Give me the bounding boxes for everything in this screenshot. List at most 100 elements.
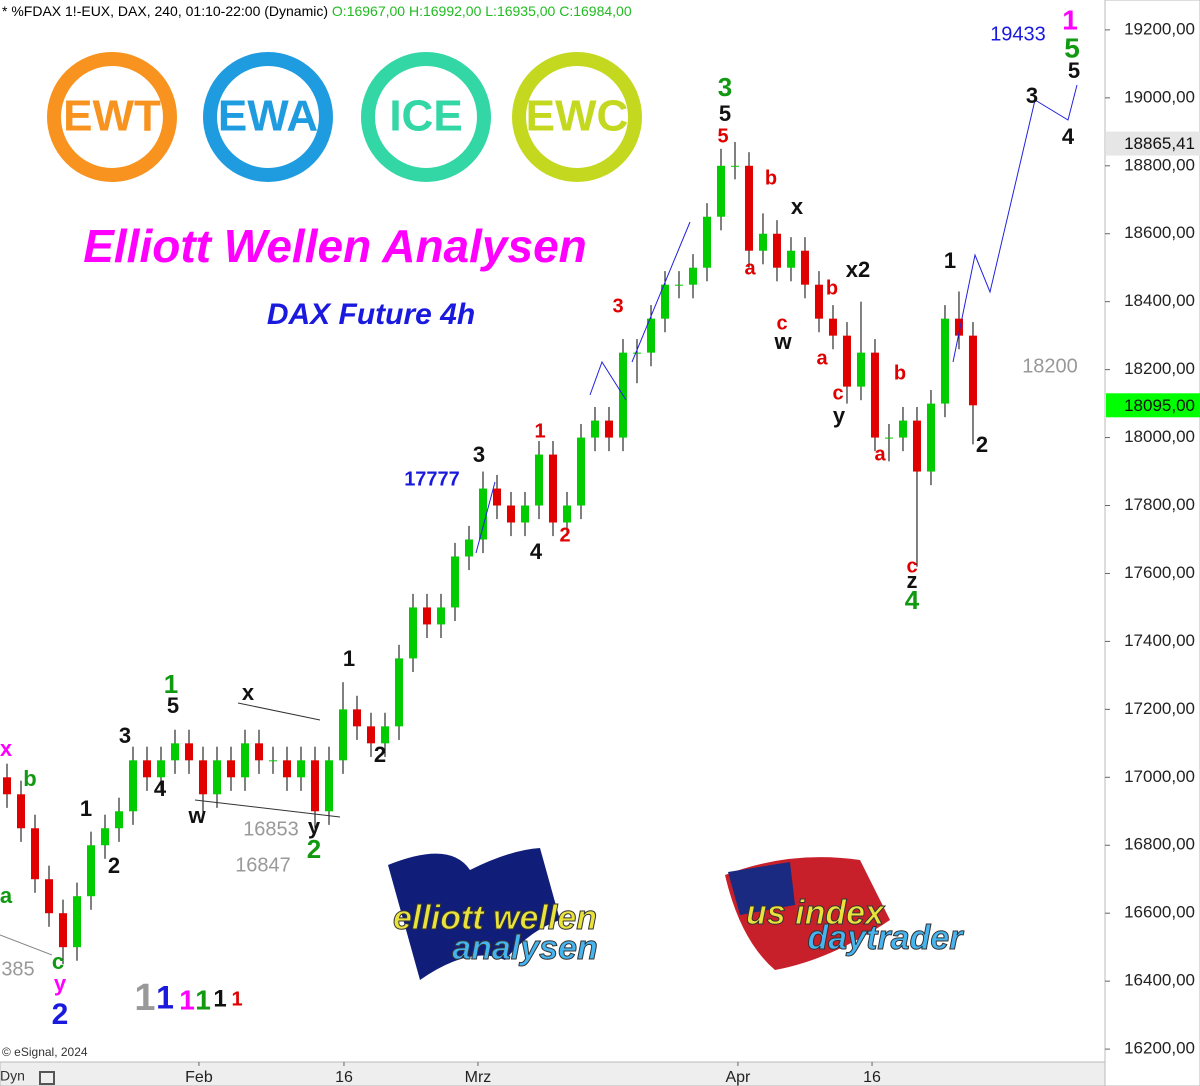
wave-label: 1 — [164, 669, 178, 699]
wave-label: 18200 — [1022, 355, 1078, 377]
candle-body — [562, 505, 571, 523]
brand-logo: elliott wellen analysen us index daytrad… — [388, 848, 965, 980]
wave-label: b — [826, 277, 838, 299]
candle-body — [744, 165, 753, 251]
logo-ring — [47, 52, 177, 182]
wave-label: x2 — [846, 257, 870, 282]
wave-label: 2 — [307, 834, 321, 864]
projection-line — [952, 84, 1078, 363]
candle-body — [240, 743, 249, 778]
candle-body — [30, 828, 39, 880]
candle-body — [16, 794, 25, 829]
wave-label: a — [0, 883, 13, 908]
wave-label: 16853 — [243, 818, 299, 840]
wave-label: a — [874, 443, 886, 465]
candle-body — [520, 505, 529, 523]
wave-label: 4 — [1062, 124, 1075, 149]
candle-body — [604, 420, 613, 438]
projection-line — [589, 360, 627, 401]
logos: EWT EWA ICE EWC — [47, 52, 642, 182]
wave-label: 2 — [374, 742, 386, 767]
lock-icon — [39, 1071, 55, 1085]
candle-body — [688, 267, 697, 285]
wave-label: z — [907, 568, 918, 593]
y-tick-label: 18600,00 — [1124, 223, 1195, 242]
y-tick-label: 18000,00 — [1124, 427, 1195, 446]
trendline — [0, 934, 53, 956]
wave-label: b — [894, 362, 906, 384]
wave-label: 1 — [195, 984, 211, 1015]
wave-label: 4 — [905, 585, 920, 615]
x-tick-label: 16 — [863, 1069, 881, 1086]
logo-text: EWA — [218, 92, 318, 141]
chart-header: * %FDAX 1!-EUX, DAX, 240, 01:10-22:00 (D… — [2, 3, 632, 19]
projection-line — [631, 221, 691, 363]
price-axis-panel — [1104, 0, 1200, 1086]
corner-label: Dyn — [0, 1068, 25, 1084]
wave-label: 17777 — [404, 468, 460, 490]
candle-body — [884, 437, 893, 439]
wave-label: 2 — [52, 998, 69, 1031]
y-tick-label: 16600,00 — [1124, 903, 1195, 922]
x-tick-label: Feb — [185, 1069, 213, 1086]
wave-label: 3 — [1026, 83, 1038, 108]
candle-body — [170, 743, 179, 761]
wave-label: b — [765, 167, 777, 189]
logo-ring — [361, 52, 491, 182]
candle-body — [926, 403, 935, 472]
wave-label: 5 — [1068, 58, 1080, 83]
x-tick-label: Mrz — [465, 1069, 492, 1086]
wave-label: c — [906, 555, 917, 577]
candle-body — [58, 913, 67, 948]
wave-label: 16847 — [235, 854, 291, 876]
drawings — [0, 84, 1078, 956]
candle-body — [758, 233, 767, 251]
header-text: * %FDAX 1!-EUX, DAX, 240, 01:10-22:00 (D… — [2, 3, 328, 19]
price-marker — [1106, 393, 1200, 418]
wave-label: c — [776, 312, 787, 334]
plot-area — [2, 142, 977, 965]
y-tick-label: 17200,00 — [1124, 699, 1195, 718]
wave-label: w — [187, 803, 206, 828]
y-tick-label: 17400,00 — [1124, 631, 1195, 650]
wave-label: 2 — [108, 853, 120, 878]
wave-label: w — [773, 329, 792, 354]
candle-body — [800, 250, 809, 285]
candle-body — [590, 420, 599, 438]
y-tick-label: 17600,00 — [1124, 563, 1195, 582]
ohlc-text: O:16967,00 H:16992,00 L:16935,00 C:16984… — [332, 3, 632, 19]
brand-text: analysen — [452, 929, 598, 967]
wave-label: y — [54, 971, 67, 996]
logo-text: EWC — [526, 92, 629, 141]
candle-body — [282, 760, 291, 778]
candle-body — [856, 352, 865, 387]
candle-body — [352, 709, 361, 727]
us-flag-canton — [728, 862, 795, 915]
wave-label: 2 — [559, 524, 570, 546]
candle-body — [366, 726, 375, 744]
wave-label: 4 — [530, 539, 543, 564]
candle-body — [128, 760, 137, 812]
projection-line — [475, 481, 496, 554]
price-marker-label: 18865,41 — [1124, 134, 1195, 153]
y-tick-label: 17000,00 — [1124, 767, 1195, 786]
candle-body — [940, 318, 949, 404]
x-tick-label: Apr — [725, 1069, 751, 1086]
brand-text: daytrader — [808, 919, 965, 957]
wave-label: 5 — [717, 125, 728, 147]
candle-body — [338, 709, 347, 761]
candle-body — [506, 505, 515, 523]
wave-label: 385 — [1, 958, 34, 980]
candle-body — [114, 811, 123, 829]
candle-body — [212, 760, 221, 795]
wave-label: 5 — [167, 693, 179, 718]
candle-body — [198, 760, 207, 795]
time-axis-panel — [0, 1061, 1106, 1086]
candle-body — [674, 284, 683, 286]
wave-label: 1 — [213, 985, 226, 1012]
wave-label: c — [832, 382, 843, 404]
candle-body — [226, 760, 235, 778]
candle-body — [156, 760, 165, 778]
candle-body — [716, 165, 725, 217]
